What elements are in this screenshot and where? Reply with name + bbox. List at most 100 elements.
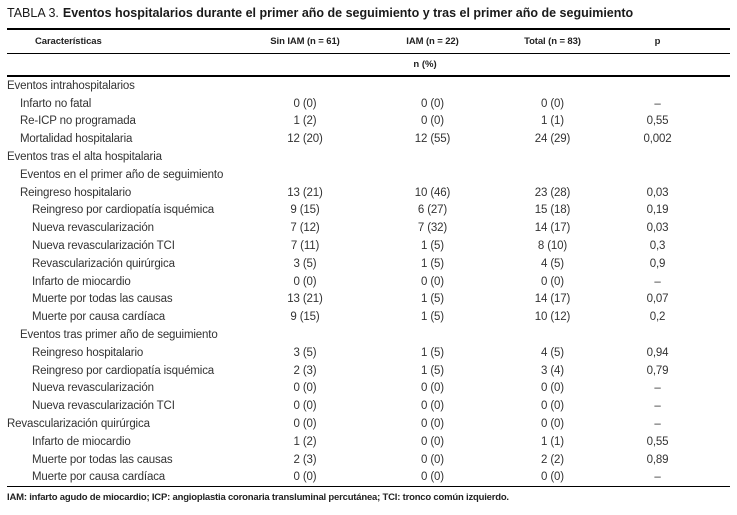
cell-sin-iam: 3 (5) — [293, 346, 317, 359]
cell-sin-iam: 0 (0) — [293, 97, 317, 110]
cell-p — [610, 148, 730, 166]
row-label: Re-ICP no programada — [20, 115, 136, 128]
row-label: Infarto no fatal — [20, 97, 92, 110]
cell-total — [495, 326, 610, 344]
table-row: Revascularización quirúrgica 0 (0) 0 (0) 0 … — [7, 415, 730, 433]
cell-sin-iam: 0 (0) — [293, 418, 317, 431]
cell-p: – — [654, 382, 661, 395]
table-body: Eventos intrahospitalarios Infarto no fat… — [7, 76, 730, 487]
cell-total: 0 (0) — [541, 471, 564, 484]
cell-total: 1 (1) — [541, 115, 564, 128]
cell-sin-iam: 0 (0) — [293, 471, 317, 484]
cell-iam: 0 (0) — [421, 275, 444, 288]
cell-sin-iam: 2 (3) — [293, 453, 317, 466]
cell-iam — [370, 326, 495, 344]
cell-total: 4 (5) — [541, 257, 564, 270]
cell-iam — [370, 166, 495, 184]
cell-iam: 1 (5) — [421, 364, 444, 377]
cell-iam: 1 (5) — [421, 346, 444, 359]
cell-total: 0 (0) — [541, 275, 564, 288]
cell-iam: 6 (27) — [417, 204, 448, 217]
cell-p: 0,55 — [646, 115, 669, 128]
cell-sin-iam: 3 (5) — [293, 257, 317, 270]
row-label: Nueva revascularización TCI — [32, 400, 175, 413]
table-row: Nueva revascularización 7 (12) 7 (32) 14 (1… — [7, 219, 730, 237]
cell-p: – — [654, 275, 661, 288]
col-header-total: Total (n = 83) — [524, 35, 581, 47]
cell-total: 3 (4) — [541, 364, 564, 377]
row-label: Eventos tras primer año de seguimiento — [20, 329, 218, 342]
cell-sin-iam: 0 (0) — [293, 400, 317, 413]
row-label: Muerte por todas las causas — [32, 293, 173, 306]
cell-p — [610, 76, 730, 95]
row-label: Muerte por todas las causas — [32, 453, 173, 466]
cell-p: 0,19 — [646, 204, 669, 217]
col-header-p: p — [654, 35, 661, 47]
subheader-spacer — [610, 53, 730, 76]
cell-total — [495, 148, 610, 166]
table-row: Eventos en el primer año de seguimiento — [7, 166, 730, 184]
table-row: Reingreso por cardiopatía isquémica 9 (15… — [7, 202, 730, 220]
table-row: Reingreso hospitalario 13 (21) 10 (46) 23 (… — [7, 184, 730, 202]
subheader-n-percent: n (%) — [413, 58, 437, 70]
cell-p: 0,79 — [646, 364, 669, 377]
cell-iam: 1 (5) — [421, 240, 444, 253]
cell-p: 0,2 — [649, 311, 666, 324]
cell-total: 0 (0) — [541, 97, 564, 110]
column-header-row: Características Sin IAM (n = 61) IAM (n … — [7, 29, 730, 53]
cell-sin-iam: 1 (2) — [293, 435, 317, 448]
table-row: Eventos intrahospitalarios — [7, 76, 730, 95]
cell-iam — [370, 148, 495, 166]
row-label: Nueva revascularización — [32, 222, 154, 235]
row-label: Nueva revascularización TCI — [32, 240, 175, 253]
cell-total: 4 (5) — [541, 346, 564, 359]
cell-total: 10 (12) — [534, 311, 571, 324]
row-label: Muerte por causa cardíaca — [32, 311, 166, 324]
row-label: Nueva revascularización — [32, 382, 154, 395]
col-header-sin-iam: Sin IAM (n = 61) — [270, 35, 340, 47]
cell-iam: 0 (0) — [421, 418, 444, 431]
table-row: Muerte por todas las causas 2 (3) 0 (0) 2 (… — [7, 451, 730, 469]
cell-sin-iam — [240, 166, 370, 184]
row-label: Revascularización quirúrgica — [7, 418, 150, 431]
cell-total: 1 (1) — [541, 435, 564, 448]
row-label: Reingreso por cardiopatía isquémica — [32, 364, 215, 377]
table-row: Muerte por causa cardíaca 9 (15) 1 (5) 10 (… — [7, 308, 730, 326]
table-caption: Eventos hospitalarios durante el primer … — [62, 6, 634, 20]
table-number-label: TABLA 3. — [7, 6, 59, 20]
cell-iam: 0 (0) — [421, 400, 444, 413]
cell-total: 8 (10) — [537, 240, 568, 253]
cell-sin-iam: 1 (2) — [293, 115, 317, 128]
table-row: Muerte por todas las causas 13 (21) 1 (5) 1… — [7, 291, 730, 309]
cell-total: 14 (17) — [534, 222, 571, 235]
table-row: Reingreso hospitalario 3 (5) 1 (5) 4 (5) 0,9… — [7, 344, 730, 362]
col-header-caracteristicas: Características — [35, 35, 102, 47]
cell-iam: 1 (5) — [421, 311, 444, 324]
table-row: Revascularización quirúrgica 3 (5) 1 (5) 4 … — [7, 255, 730, 273]
cell-sin-iam: 12 (20) — [287, 133, 323, 146]
cell-p: – — [654, 97, 661, 110]
row-label: Eventos tras el alta hospitalaria — [7, 151, 162, 164]
cell-total: 15 (18) — [534, 204, 571, 217]
row-label: Reingreso por cardiopatía isquémica — [32, 204, 215, 217]
cell-p: – — [654, 471, 661, 484]
table-header: Características Sin IAM (n = 61) IAM (n … — [7, 29, 730, 76]
cell-p: 0,03 — [646, 186, 669, 199]
cell-iam — [370, 76, 495, 95]
cell-total: 0 (0) — [541, 418, 564, 431]
cell-sin-iam: 13 (21) — [287, 186, 323, 199]
cell-iam: 0 (0) — [421, 115, 444, 128]
cell-iam: 0 (0) — [421, 471, 444, 484]
cell-sin-iam: 0 (0) — [293, 382, 317, 395]
cell-p: 0,55 — [646, 435, 669, 448]
cell-p: 0,9 — [649, 257, 666, 270]
cell-sin-iam: 13 (21) — [287, 293, 323, 306]
subheader-row: n (%) — [7, 53, 730, 76]
table-row: Nueva revascularización TCI 0 (0) 0 (0) 0 (… — [7, 397, 730, 415]
cell-p — [610, 326, 730, 344]
table-row: Infarto de miocardio 0 (0) 0 (0) 0 (0) – — [7, 273, 730, 291]
row-label: Muerte por causa cardíaca — [32, 471, 166, 484]
cell-sin-iam — [240, 148, 370, 166]
cell-sin-iam: 9 (15) — [290, 204, 320, 217]
